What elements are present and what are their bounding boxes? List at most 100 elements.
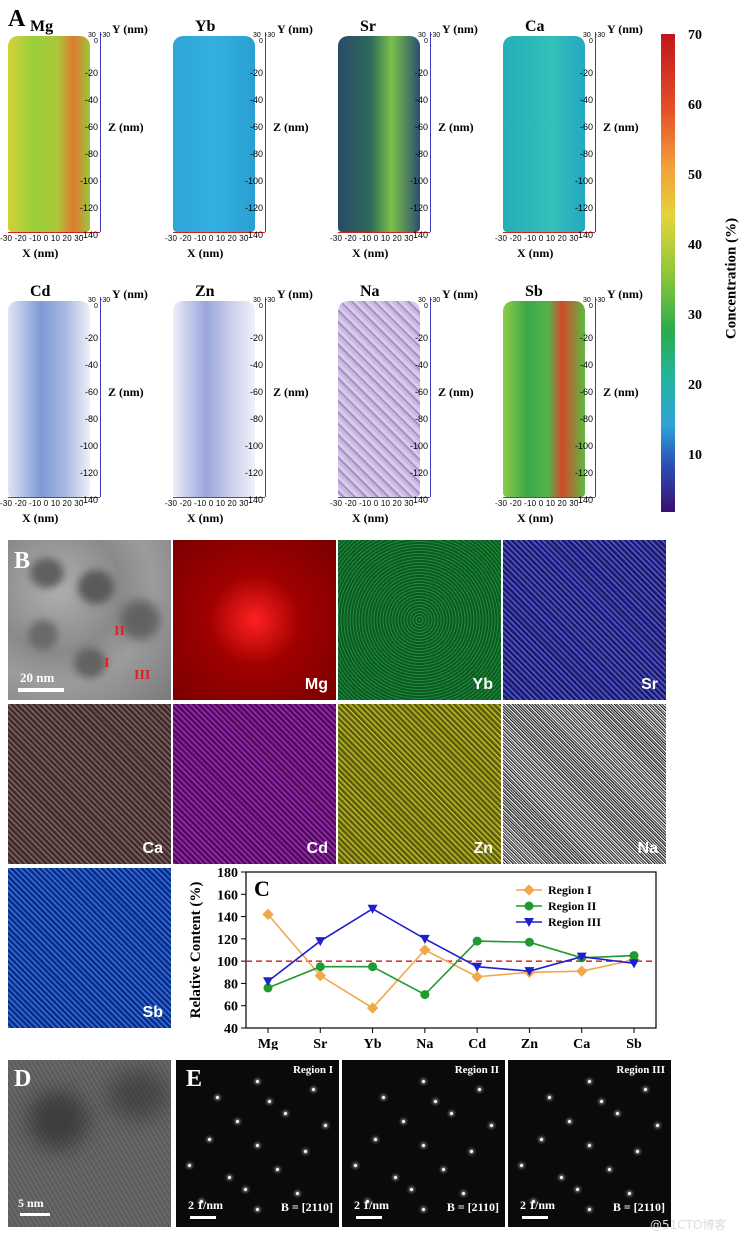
diffraction-spot [256, 1080, 259, 1083]
diffraction-spot [588, 1080, 591, 1083]
x-ticks: -30 -20 -10 0 10 20 30 [495, 499, 579, 508]
eds-map-cd: Cd [173, 704, 336, 864]
dark-region [28, 1090, 88, 1150]
z-tick: -40 [414, 360, 428, 370]
z-tick: -60 [414, 387, 428, 397]
diffraction-spot [422, 1208, 425, 1211]
diffraction-spot [422, 1080, 425, 1083]
y-axis-label: Y (nm) [442, 287, 478, 301]
top-tick: 30 [418, 32, 426, 39]
diffraction-spot [422, 1144, 425, 1147]
eds-map-label: Ca [142, 840, 163, 857]
diffraction-spot [568, 1120, 571, 1123]
diffraction-spot [608, 1168, 611, 1171]
apt-reconstruction-na: Na 30 0 -30 Y (nm) -20 -40 -60 -80 -100 -120 -140 Z … [330, 283, 485, 535]
z-tick: -40 [249, 360, 263, 370]
diffraction-spot [256, 1144, 259, 1147]
x-ticks: -30 -20 -10 0 10 20 30 [165, 499, 249, 508]
top-tick: 0 [259, 38, 263, 45]
z-tick: -120 [409, 203, 428, 213]
z-tick: -60 [579, 122, 593, 132]
z-tick: -100 [79, 176, 98, 186]
y-axis-label: Relative Content (%) [188, 882, 204, 1019]
diffraction-spot [354, 1164, 357, 1167]
z-axis-label: Z (nm) [273, 385, 309, 399]
z-tick: -80 [414, 414, 428, 424]
top-tick: -30 [265, 297, 276, 304]
x-axis-label: X (nm) [352, 246, 389, 260]
diffraction-spot [236, 1120, 239, 1123]
y-tick-label: 80 [224, 977, 238, 992]
apt-reconstruction-mg: Mg 30 0 -30 Y (nm) -20 -40 -60 -80 -100 -120 -140 Z … [0, 18, 155, 270]
top-tick: 0 [94, 303, 98, 310]
colorbar [661, 34, 675, 512]
z-tick: -60 [579, 387, 593, 397]
z-tick: -40 [414, 95, 428, 105]
apt-rod [8, 301, 90, 497]
z-tick: -140 [574, 230, 593, 240]
data-point-region-ii [263, 983, 273, 993]
z-tick: -20 [414, 333, 428, 343]
diffraction-spot [560, 1176, 563, 1179]
data-point-region-ii [368, 962, 378, 972]
apt-reconstruction-sr: Sr 30 0 -30 Y (nm) -20 -40 -60 -80 -100 -120 -140 Z … [330, 18, 485, 270]
x-axis-label: X (nm) [352, 511, 389, 525]
diffraction-spot [548, 1096, 551, 1099]
colorbar-tick: 70 [688, 28, 702, 43]
z-axis-label: Z (nm) [438, 120, 474, 134]
apt-element-label: Na [360, 283, 380, 300]
data-point-region-iii [367, 904, 378, 914]
z-tick: -100 [574, 441, 593, 451]
x-axis-label: X (nm) [517, 246, 554, 260]
x-axis [503, 497, 595, 498]
y-tick-label: 160 [217, 888, 238, 903]
top-tick: -30 [430, 32, 441, 39]
apt-element-label: Cd [30, 283, 51, 300]
fft-scale-label: 2 1/nm [520, 1198, 556, 1212]
eds-map-label: Zn [473, 840, 493, 857]
apt-reconstruction-yb: Yb 30 0 -30 Y (nm) -20 -40 -60 -80 -100 -120 -140 Z … [165, 18, 320, 270]
data-point-region-iii [263, 977, 273, 987]
region-label-ii: II [114, 624, 125, 639]
top-tick: 30 [253, 297, 261, 304]
data-point-region-iii [419, 934, 430, 944]
x-tick-label: Na [416, 1037, 433, 1050]
fft-region-label: Region II [454, 1064, 499, 1076]
diffraction-spot [374, 1138, 377, 1141]
data-point-region-i [314, 969, 326, 982]
diffraction-spot [588, 1208, 591, 1211]
z-axis [430, 297, 431, 497]
z-tick: -120 [244, 203, 263, 213]
y-axis-label: Y (nm) [277, 287, 313, 301]
z-tick: -140 [79, 495, 98, 505]
z-tick: -120 [79, 203, 98, 213]
top-tick: 30 [253, 32, 261, 39]
z-tick: -100 [409, 176, 428, 186]
diffraction-spot [208, 1138, 211, 1141]
x-tick-label: Cd [468, 1037, 486, 1050]
zone-axis-label: B = [2110] [280, 1200, 333, 1214]
z-tick: -20 [579, 333, 593, 343]
data-point-region-iii [576, 952, 587, 962]
diffraction-spot [462, 1192, 465, 1195]
top-tick: 30 [583, 297, 591, 304]
y-axis-label: Y (nm) [607, 287, 643, 301]
z-tick: -20 [84, 68, 98, 78]
z-tick: -100 [574, 176, 593, 186]
panel-label-d: D [14, 1066, 32, 1092]
apt-element-label: Ca [525, 18, 545, 35]
x-axis [173, 232, 265, 233]
z-tick: -100 [244, 176, 263, 186]
eds-map-label: Cd [306, 840, 328, 857]
diffraction-spot [442, 1168, 445, 1171]
z-tick: -80 [249, 414, 263, 424]
fft-scale-bar [356, 1216, 382, 1219]
z-tick: -60 [84, 122, 98, 132]
z-tick: -60 [414, 122, 428, 132]
top-tick: -30 [595, 32, 606, 39]
z-tick: -80 [249, 149, 263, 159]
z-tick: -80 [579, 149, 593, 159]
z-axis [595, 297, 596, 497]
z-tick: -60 [249, 122, 263, 132]
diffraction-spot [576, 1188, 579, 1191]
